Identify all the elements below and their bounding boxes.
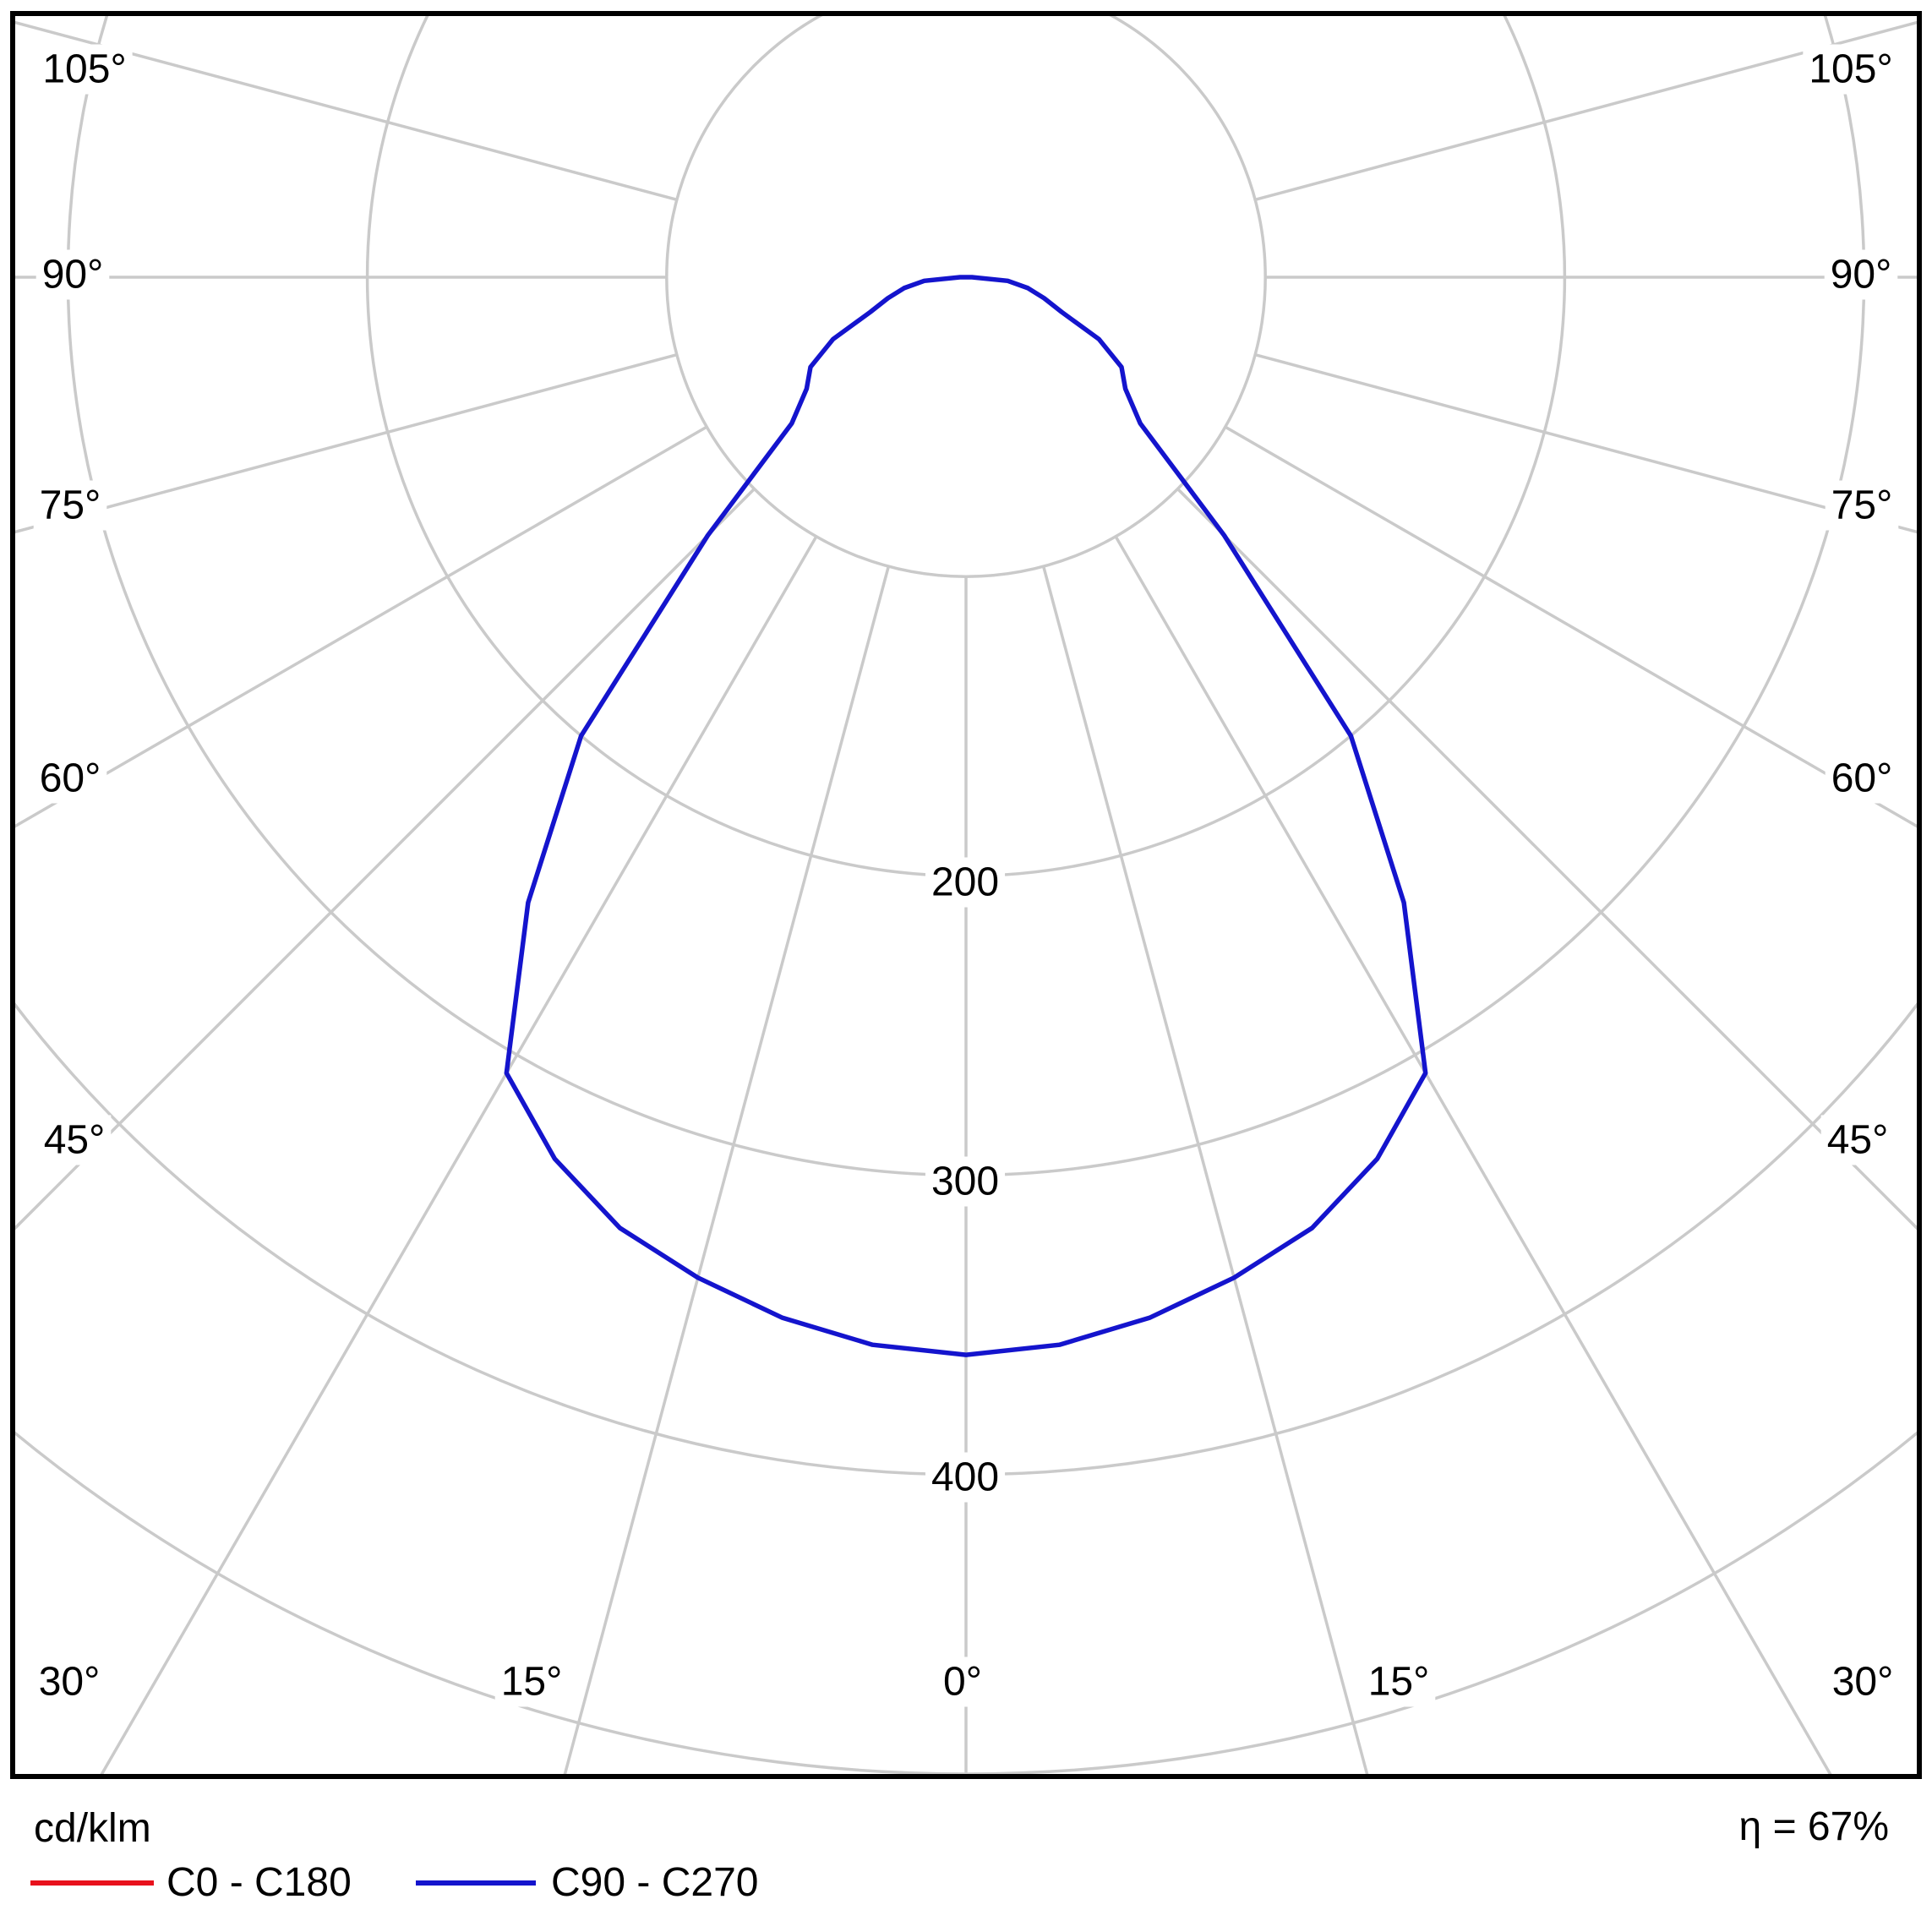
angle-label-3-bg — [33, 753, 107, 804]
value-label-400-bg — [925, 1452, 1006, 1503]
grid-ray--45deg — [13, 488, 756, 1233]
angle-label-5-bg — [32, 1656, 106, 1707]
angle-label-11: 60° — [1831, 756, 1893, 801]
grid-ray--60deg — [13, 425, 708, 830]
grid-ray-105deg — [1254, 19, 1919, 202]
angle-label-7: 0° — [943, 1660, 982, 1705]
angle-label-2: 75° — [40, 483, 101, 528]
angle-label-0-bg — [36, 44, 133, 95]
angle-label-13: 90° — [1831, 253, 1892, 297]
angle-label-4-bg — [37, 1115, 112, 1165]
value-label-200-bg — [925, 857, 1006, 908]
angle-label-8-bg — [1362, 1656, 1436, 1707]
value-label-400: 400 — [931, 1455, 999, 1500]
angle-label-7-bg — [937, 1656, 988, 1707]
value-label-200: 200 — [931, 860, 999, 905]
grid-ray-15deg — [1041, 565, 1370, 1776]
angle-label-13-bg — [1824, 249, 1898, 300]
angle-label-10-bg — [1820, 1115, 1895, 1165]
legend-label-c0-c180: C0 - C180 — [166, 1860, 352, 1905]
grid-circle-100 — [665, 14, 1267, 578]
plot-border — [10, 11, 1922, 1779]
value-label-300-bg — [925, 1156, 1006, 1207]
angle-label-0: 105° — [42, 47, 126, 92]
efficiency-label: η = 67% — [1738, 1804, 1889, 1849]
legend-label-c90-c270: C90 - C270 — [551, 1860, 759, 1905]
angle-label-2-bg — [33, 480, 107, 531]
legend-swatch-blue-line — [416, 1880, 536, 1886]
legend-item-c0-c180: C0 - C180 — [30, 1859, 352, 1907]
angle-label-3: 60° — [40, 756, 101, 801]
angle-label-9-bg — [1826, 1656, 1900, 1707]
intensity-curve-c90-c270 — [504, 275, 1428, 1357]
angle-label-14-bg — [1803, 44, 1899, 95]
angle-label-10: 45° — [1827, 1118, 1889, 1163]
grid-ray--105deg — [13, 19, 678, 202]
angle-label-12-bg — [1825, 480, 1899, 531]
value-label-300: 300 — [931, 1160, 999, 1204]
angle-label-11-bg — [1825, 753, 1899, 804]
angle-label-12: 75° — [1831, 483, 1893, 528]
grid-ray-60deg — [1224, 425, 1919, 830]
angle-label-9: 30° — [1832, 1660, 1894, 1705]
angle-label-14: 105° — [1809, 47, 1892, 92]
angle-label-6-bg — [494, 1656, 569, 1707]
angle-label-4: 45° — [44, 1118, 106, 1163]
angle-label-5: 30° — [39, 1660, 101, 1705]
grid-ray--15deg — [562, 565, 891, 1776]
grid-ray--75deg — [13, 352, 678, 535]
grid-ray-30deg — [1114, 535, 1834, 1776]
legend-item-c90-c270: C90 - C270 — [416, 1859, 758, 1907]
grid-ray-45deg — [1176, 488, 1919, 1233]
angle-label-6: 15° — [501, 1660, 563, 1705]
legend-swatch-red-line — [30, 1880, 154, 1886]
units-label: cd/klm — [34, 1806, 151, 1851]
angle-label-1-bg — [35, 249, 110, 300]
grid-ray-75deg — [1254, 352, 1919, 535]
angle-label-1: 90° — [42, 253, 104, 297]
angle-label-8: 15° — [1368, 1660, 1430, 1705]
grid-ray--30deg — [98, 535, 818, 1776]
